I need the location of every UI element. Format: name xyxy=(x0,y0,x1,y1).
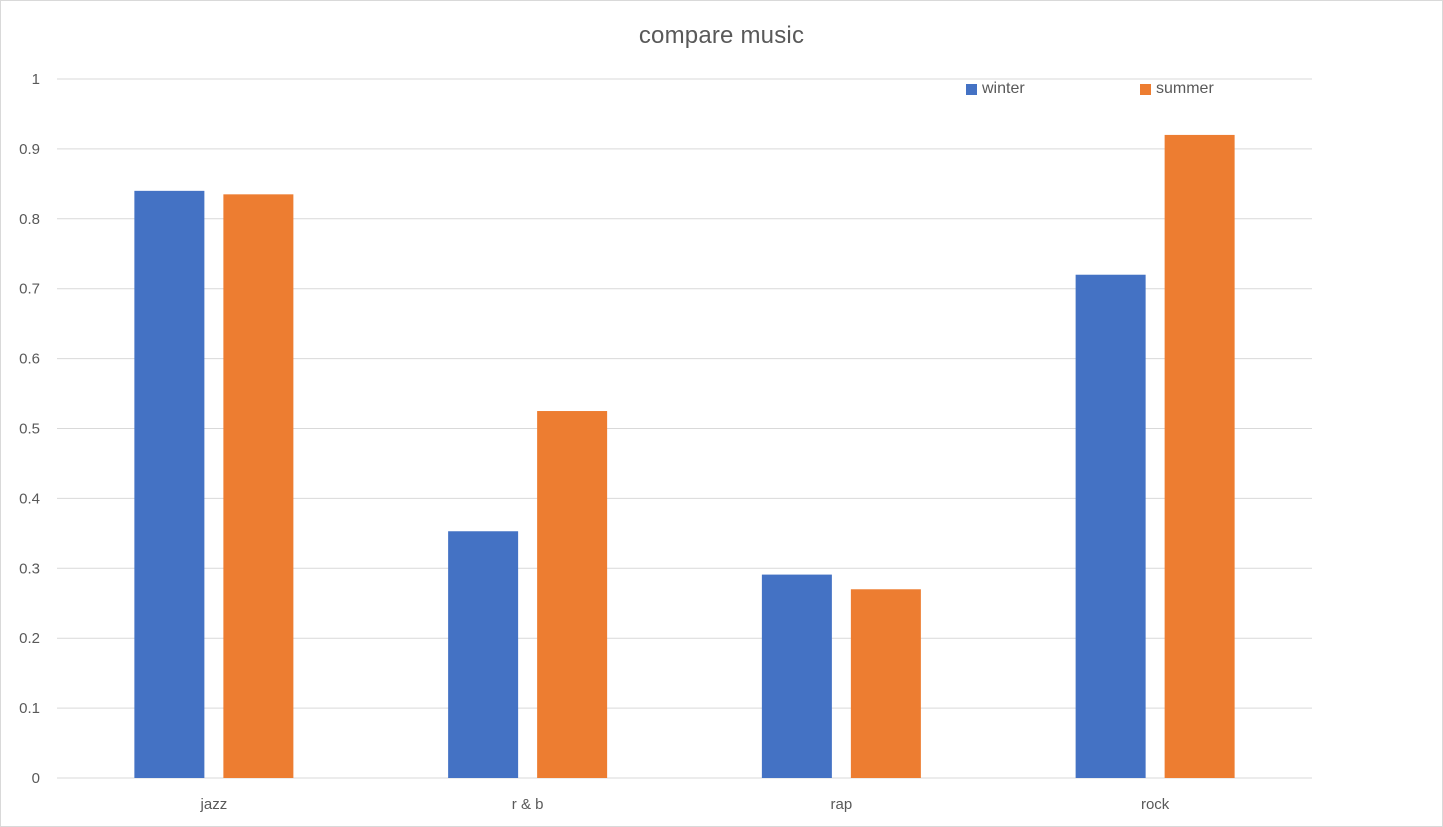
bar-summer-rap xyxy=(850,589,921,778)
y-tick-label: 1 xyxy=(32,71,40,88)
y-tick-label: 0 xyxy=(32,770,40,787)
y-tick-label: 0.1 xyxy=(19,700,40,717)
bar-summer-rock xyxy=(1164,134,1235,779)
y-tick-label: 0.9 xyxy=(19,141,40,158)
y-tick-label: 0.3 xyxy=(19,560,40,577)
bar-winter-r-b xyxy=(448,531,519,778)
legend-label-summer: summer xyxy=(1156,80,1214,97)
bar-winter-rock xyxy=(1075,274,1146,778)
bar-summer-jazz xyxy=(223,194,294,778)
bar-winter-rap xyxy=(761,574,832,778)
y-tick-label: 0.4 xyxy=(19,490,40,507)
y-tick-label: 0.8 xyxy=(19,211,40,228)
y-tick-label: 0.5 xyxy=(19,421,40,438)
x-axis-tick-labels: jazz r & b rap rock xyxy=(200,796,1170,813)
x-tick-label: r & b xyxy=(512,796,544,813)
y-axis-tick-labels: 0 0.1 0.2 0.3 0.4 0.5 0.6 0.7 0.8 0.9 1 xyxy=(19,71,40,787)
chart-title: compare music xyxy=(638,22,805,49)
bars xyxy=(134,134,1235,779)
legend-swatch-winter xyxy=(966,83,977,95)
legend-label-winter: winter xyxy=(982,80,1025,97)
legend-item-winter: winter xyxy=(966,80,1025,98)
legend-swatch-summer xyxy=(1140,83,1151,95)
legend-item-summer: summer xyxy=(1140,80,1214,98)
x-tick-label: rock xyxy=(1141,796,1170,813)
x-tick-label: jazz xyxy=(200,796,228,813)
y-tick-label: 0.6 xyxy=(19,351,40,368)
bar-summer-r-b xyxy=(537,411,608,778)
y-tick-label: 0.7 xyxy=(19,281,40,298)
y-tick-label: 0.2 xyxy=(19,630,40,647)
bar-winter-jazz xyxy=(134,190,205,779)
x-tick-label: rap xyxy=(831,796,853,813)
